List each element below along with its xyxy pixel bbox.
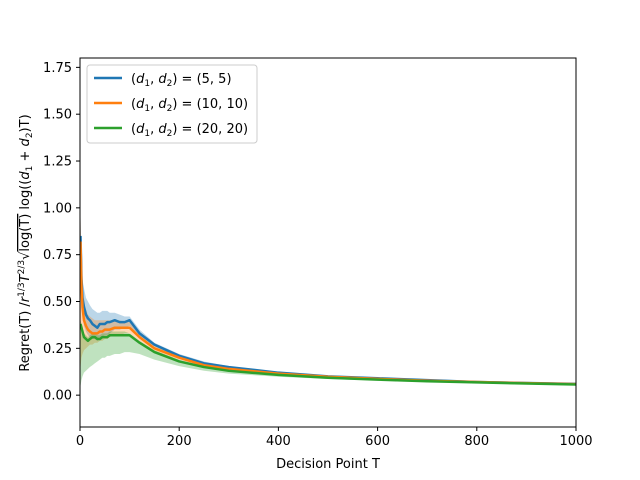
x-tick-label: 800	[464, 434, 489, 449]
x-tick-label: 600	[365, 434, 390, 449]
y-tick-label: 1.25	[43, 155, 72, 170]
confidence-band-3	[80, 320, 576, 386]
x-tick-label: 400	[266, 434, 291, 449]
legend-label-2: (d1, d2) = (10, 10)	[131, 97, 248, 114]
legend-box	[86, 64, 258, 144]
y-tick-label: 0.25	[43, 342, 72, 357]
legend-label-1: (d1, d2) = (5, 5)	[131, 72, 232, 89]
confidence-bands	[80, 217, 576, 386]
y-tick-label: 1.00	[43, 201, 72, 216]
legend: (d1, d2) = (5, 5) (d1, d2) = (10, 10) (d1,…	[86, 64, 258, 144]
x-tick-label: 0	[76, 434, 84, 449]
svg-text:Regret(T) /r1/3T2/3√log(T) log: Regret(T) /r1/3T2/3√log(T) log((d1 + d2)…	[17, 114, 35, 371]
y-tick-label: 1.75	[43, 61, 72, 76]
y-tick-label: 0.00	[43, 389, 72, 404]
legend-label-3: (d1, d2) = (20, 20)	[131, 122, 248, 139]
y-tick-label: 1.50	[43, 108, 72, 123]
y-tick-label: 0.75	[43, 248, 72, 263]
plot-frame	[79, 57, 577, 428]
x-tick-label: 200	[167, 434, 192, 449]
x-tick-label: 1000	[559, 434, 592, 449]
x-axis-ticks: 0 200 400 600 800 1000	[76, 427, 593, 449]
y-tick-label: 0.50	[43, 295, 72, 310]
series-lines	[80, 235, 576, 386]
x-axis-label: Decision Point T	[276, 457, 380, 472]
y-axis-label: Regret(T) /r1/3T2/3√log(T) log((d1 + d2)…	[17, 114, 35, 371]
y-axis-ticks: 0.00 0.25 0.50 0.75 1.00 1.25 1.50 1.75	[43, 61, 80, 404]
series-line-3	[80, 323, 576, 386]
